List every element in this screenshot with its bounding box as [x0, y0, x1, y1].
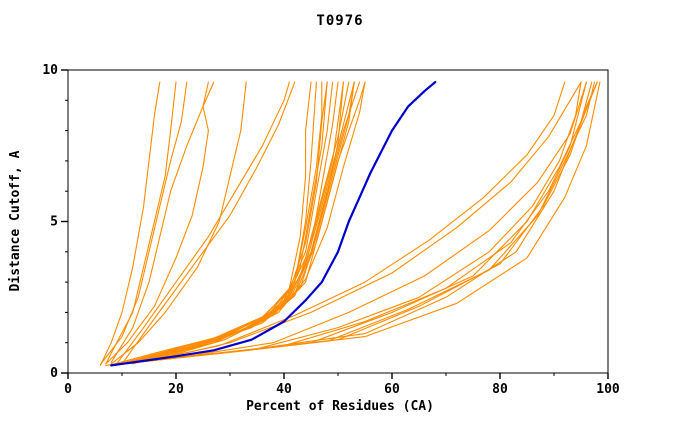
model-curve	[116, 81, 587, 365]
model-curve	[99, 81, 161, 366]
model-curve	[105, 81, 215, 365]
model-curve	[132, 81, 598, 363]
model-curve	[110, 81, 247, 365]
model-curve	[132, 81, 344, 364]
model-curve	[105, 81, 566, 366]
model-curve	[99, 81, 188, 366]
y-tick-label: 5	[50, 215, 58, 230]
y-tick-label: 10	[42, 63, 58, 78]
model-curve	[153, 81, 366, 361]
model-curve	[132, 81, 328, 365]
x-tick-label: 20	[168, 382, 184, 397]
model-curve	[116, 81, 290, 365]
model-curve	[121, 81, 296, 365]
model-curve	[121, 81, 355, 365]
model-curve	[121, 81, 593, 365]
model-curve	[110, 81, 328, 366]
x-tick-label: 60	[384, 382, 400, 397]
x-axis-label: Percent of Residues (CA)	[246, 399, 434, 414]
model-curve	[121, 81, 601, 365]
x-tick-label: 80	[492, 382, 508, 397]
chart-title: T0976	[316, 13, 364, 29]
model-curve	[116, 81, 323, 366]
x-tick-label: 0	[64, 382, 72, 397]
model-curve	[132, 81, 361, 364]
model-curve	[110, 81, 209, 363]
model-curve	[105, 81, 177, 365]
x-tick-label: 100	[596, 382, 620, 397]
x-tick-label: 40	[276, 382, 292, 397]
highlighted-model-curve	[110, 80, 437, 367]
model-curve	[126, 81, 598, 364]
y-tick-label: 0	[50, 366, 58, 381]
